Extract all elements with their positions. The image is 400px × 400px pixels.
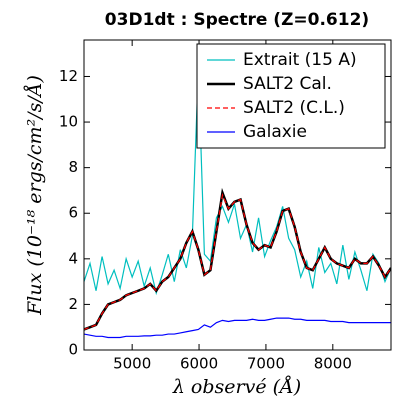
legend-label: Extrait (15 A) [243,50,357,70]
x-tick-label: 8000 [314,355,352,373]
x-tick-label: 5000 [113,355,151,373]
series-line [84,192,391,331]
y-tick-label: 0 [68,341,78,359]
y-axis-label: Flux (10⁻¹⁸ ergs/cm²/s/Å) [24,75,46,316]
y-tick-label: 12 [59,67,78,85]
series-line [84,187,391,331]
legend-label: SALT2 (C.L.) [243,98,345,118]
legend-label: Galaxie [243,122,307,142]
chart-title: 03D1dt : Spectre (Z=0.612) [105,10,369,30]
series-line [84,317,391,339]
legend-label: SALT2 Cal. [243,74,332,94]
x-axis-label: λ observé (Å) [172,376,301,398]
y-tick-label: 10 [59,113,78,131]
x-tick-label: 6000 [180,355,218,373]
y-tick-label: 4 [68,249,78,267]
plot-frame [83,39,392,351]
y-tick-label: 8 [68,158,78,176]
x-tick-label: 7000 [247,355,285,373]
legend-box [196,43,386,149]
y-tick-label: 6 [68,204,78,222]
y-tick-label: 2 [68,295,78,313]
